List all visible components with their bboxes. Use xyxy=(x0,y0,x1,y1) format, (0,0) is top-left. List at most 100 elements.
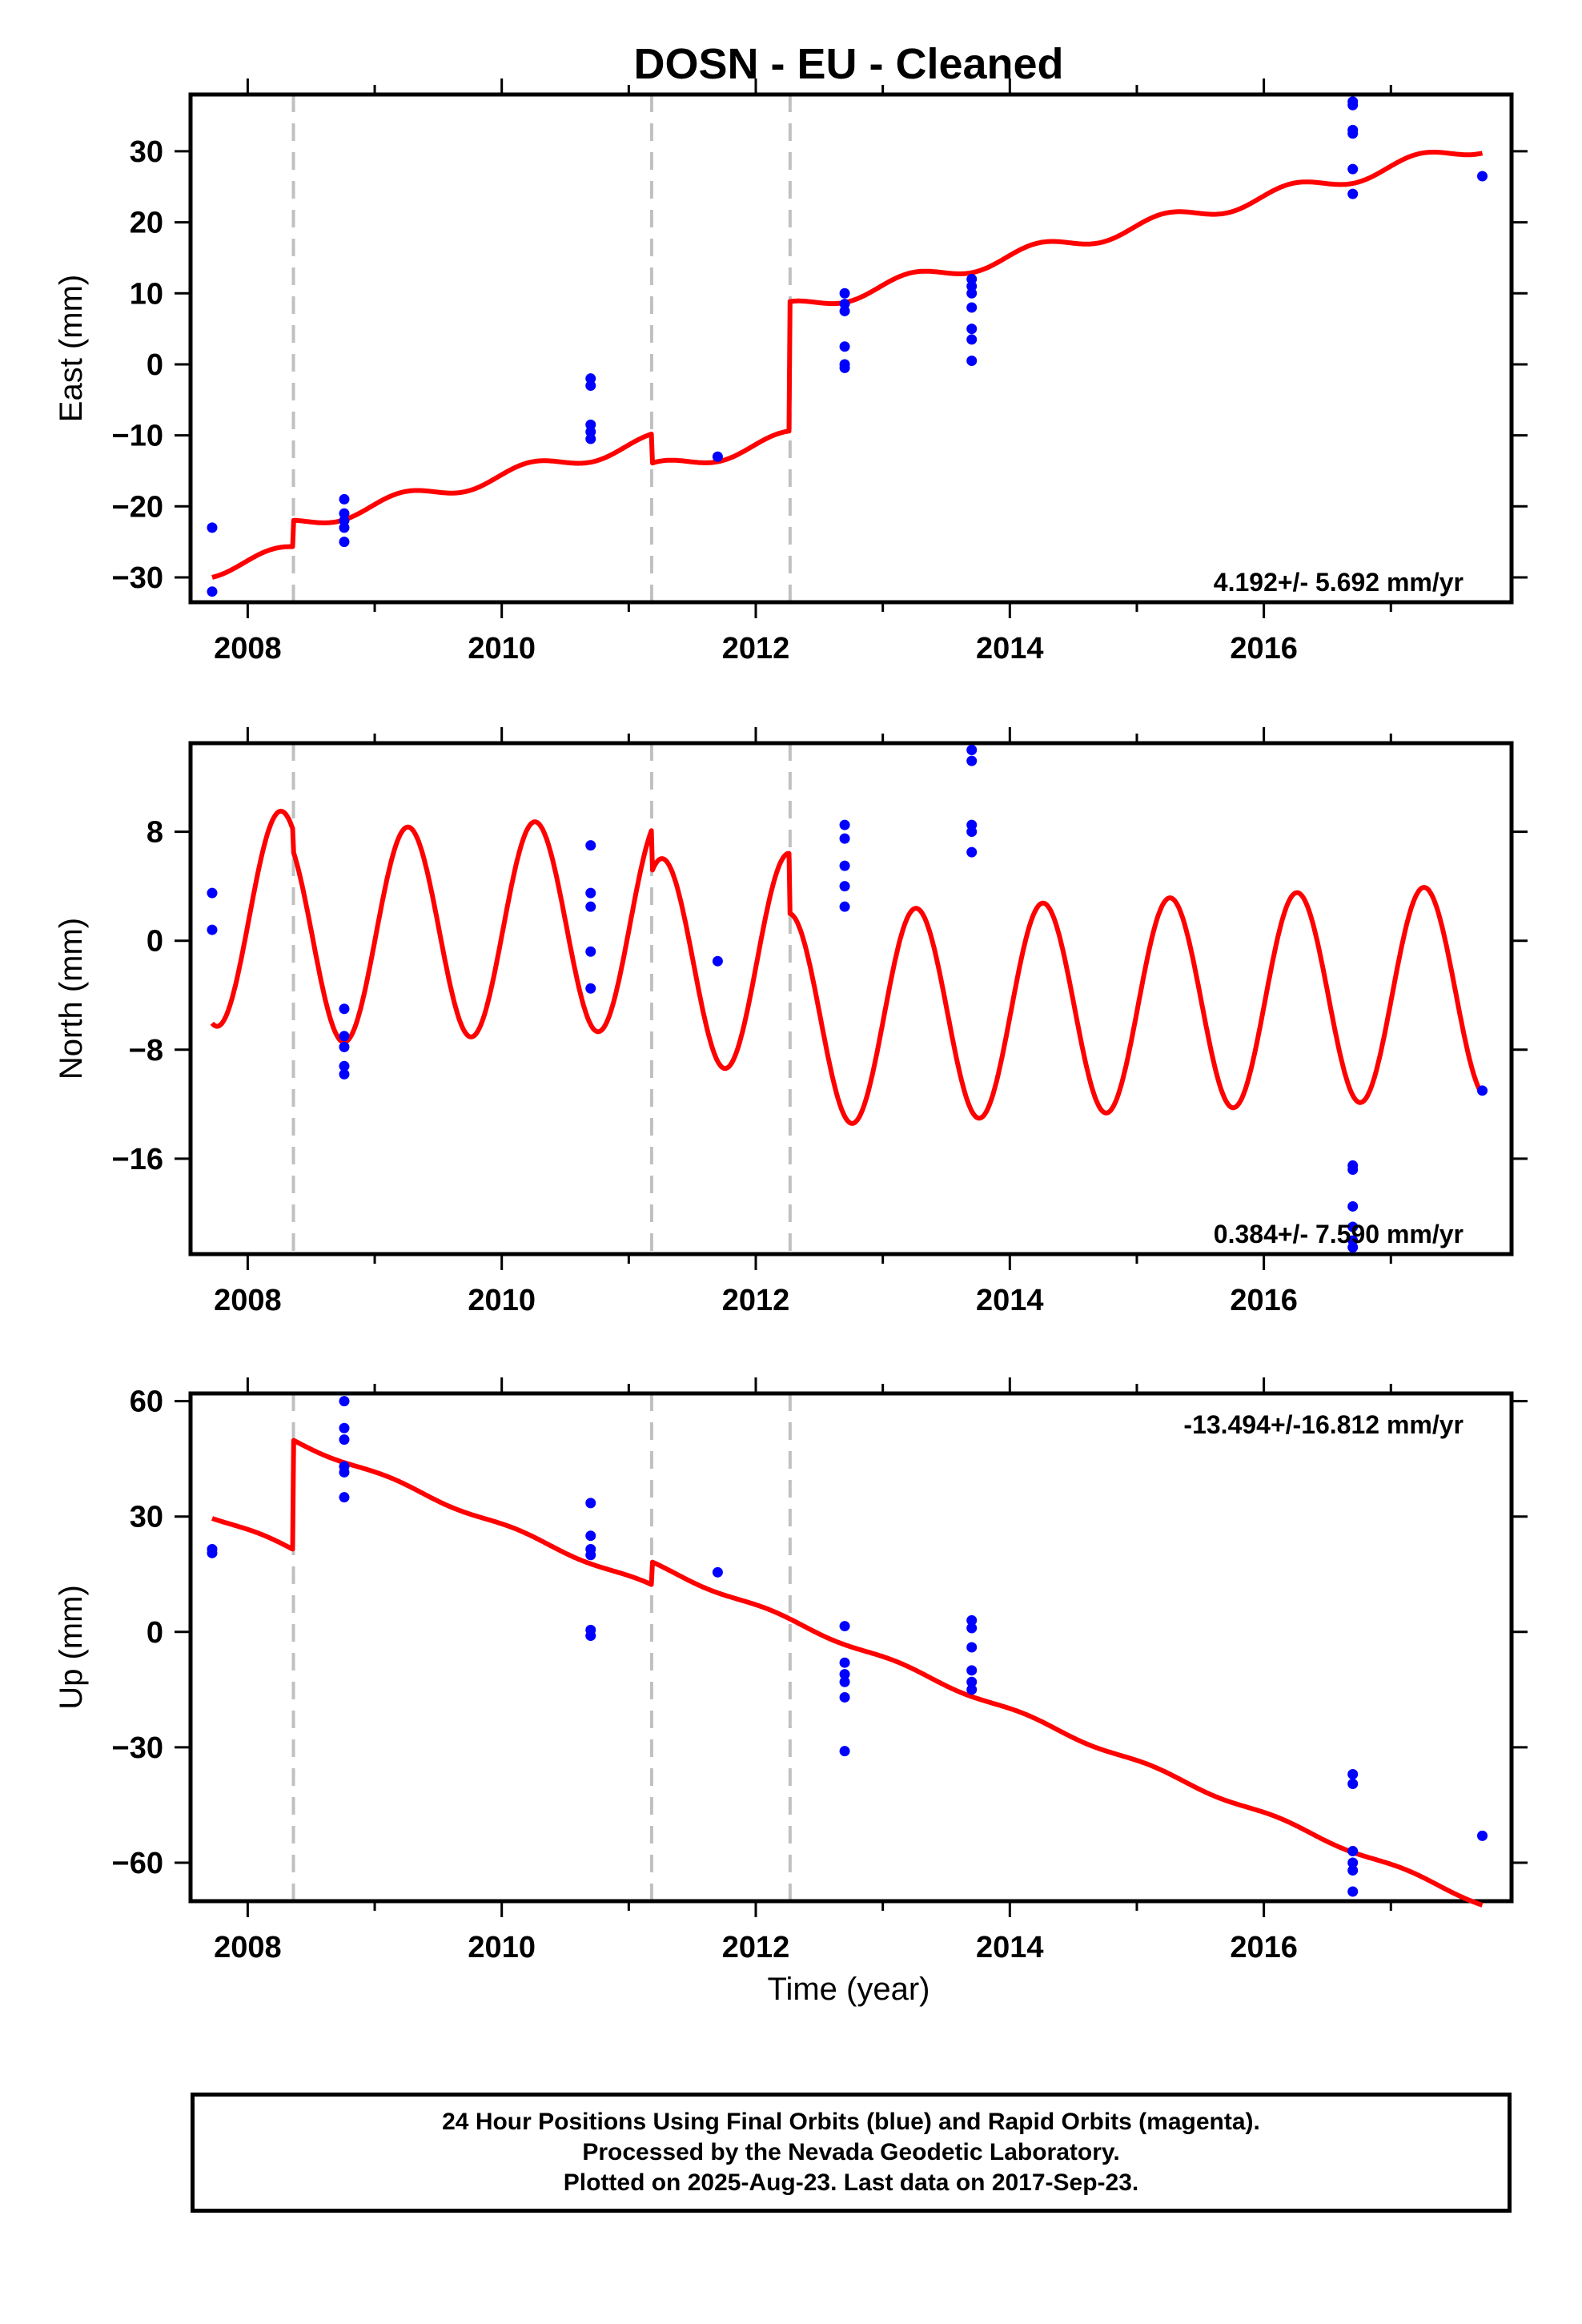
data-point xyxy=(585,901,596,912)
y-tick-label: −10 xyxy=(112,420,163,453)
y-tick-label: 0 xyxy=(147,1616,163,1650)
data-point xyxy=(1347,99,1359,111)
y-axis-label: North (mm) xyxy=(54,918,89,1080)
data-point xyxy=(585,887,596,899)
data-point xyxy=(839,1657,850,1668)
data-point xyxy=(839,362,850,373)
data-point xyxy=(1477,171,1488,182)
y-tick-label: −20 xyxy=(112,490,163,524)
velocity-rate-label: -13.494+/-16.812 mm/yr xyxy=(1183,1410,1464,1439)
data-point xyxy=(966,1684,978,1695)
data-point xyxy=(966,334,978,345)
data-point xyxy=(966,1676,978,1687)
data-point xyxy=(207,522,218,533)
data-point xyxy=(966,302,978,313)
panels-group: 2008 2010 2012 2014 2016 −30 −20 −10 0 10 20 30 East… xyxy=(54,78,1528,1964)
data-point xyxy=(966,324,978,335)
y-tick-label: −30 xyxy=(112,1731,163,1765)
data-point xyxy=(585,1630,596,1642)
data-point xyxy=(207,1547,218,1558)
x-axis-label: Time (year) xyxy=(768,1972,930,2007)
panel-north: 2008 2010 2012 2014 2016 −16 −8 0 8 North (mm) 0.3… xyxy=(54,727,1528,1317)
y-tick-label: −8 xyxy=(129,1034,163,1068)
data-point xyxy=(712,451,723,462)
data-point xyxy=(339,1060,350,1072)
panel-frame xyxy=(188,92,1514,605)
data-point xyxy=(1347,1886,1359,1897)
data-point xyxy=(839,341,850,352)
data-point xyxy=(339,1031,350,1042)
data-point xyxy=(966,287,978,299)
data-point xyxy=(966,1642,978,1653)
footer-line-3: Plotted on 2025-Aug-23. Last data on 201… xyxy=(563,2169,1139,2196)
data-point xyxy=(712,1566,723,1578)
data-point xyxy=(585,1550,596,1561)
y-tick-label: −30 xyxy=(112,561,163,595)
x-tick-label: 2014 xyxy=(976,1284,1044,1317)
data-point xyxy=(839,1676,850,1687)
data-point xyxy=(339,1003,350,1015)
panel-frame xyxy=(188,1391,1514,1904)
x-tick-label: 2016 xyxy=(1230,1284,1298,1317)
data-point xyxy=(585,840,596,851)
x-tick-label: 2012 xyxy=(722,1931,790,1964)
data-point xyxy=(839,901,850,912)
y-tick-label: −16 xyxy=(112,1143,163,1176)
x-tick-label: 2010 xyxy=(468,632,536,665)
x-tick-label: 2016 xyxy=(1230,1931,1298,1964)
data-point xyxy=(1477,1830,1488,1841)
data-point xyxy=(1347,1846,1359,1857)
velocity-rate-label: 0.384+/- 7.590 mm/yr xyxy=(1214,1220,1464,1248)
model-fit-line xyxy=(211,1437,1484,1908)
footer-line-1: 24 Hour Positions Using Final Orbits (bl… xyxy=(442,2109,1260,2135)
y-tick-label: 10 xyxy=(130,277,163,311)
data-point xyxy=(839,1691,850,1703)
data-point xyxy=(839,287,850,299)
data-point xyxy=(1347,188,1359,199)
data-point xyxy=(839,1746,850,1757)
data-point xyxy=(585,1530,596,1542)
y-tick-label: 20 xyxy=(130,207,163,240)
data-point xyxy=(1347,1241,1359,1252)
data-point xyxy=(1347,1779,1359,1790)
velocity-rate-label: 4.192+/- 5.692 mm/yr xyxy=(1214,568,1464,597)
data-point xyxy=(1347,128,1359,139)
x-tick-label: 2010 xyxy=(468,1931,536,1964)
data-point xyxy=(1347,163,1359,175)
data-point xyxy=(585,983,596,994)
y-tick-label: −60 xyxy=(112,1847,163,1880)
data-point xyxy=(339,1422,350,1433)
data-point xyxy=(966,356,978,367)
data-point xyxy=(1477,1085,1488,1096)
data-point xyxy=(339,1466,350,1478)
x-tick-label: 2008 xyxy=(214,1284,282,1317)
footer-line-2: Processed by the Nevada Geodetic Laborat… xyxy=(582,2139,1120,2165)
data-point xyxy=(839,305,850,316)
data-point xyxy=(1347,1164,1359,1176)
data-point xyxy=(839,819,850,830)
x-tick-label: 2014 xyxy=(976,632,1044,665)
y-axis-label: East (mm) xyxy=(54,275,89,422)
data-point xyxy=(966,755,978,766)
data-point xyxy=(1347,1221,1359,1232)
x-tick-label: 2008 xyxy=(214,1931,282,1964)
y-tick-label: 60 xyxy=(130,1385,163,1419)
data-point xyxy=(839,881,850,892)
panel-up: 2008 2010 2012 2014 2016 −60 −30 0 30 60 Up (mm) -1… xyxy=(54,1377,1528,1964)
y-tick-label: 8 xyxy=(147,816,163,850)
data-point xyxy=(339,1068,350,1080)
x-tick-label: 2014 xyxy=(976,1931,1044,1964)
data-point xyxy=(966,1622,978,1634)
data-point xyxy=(207,586,218,597)
y-axis-label: Up (mm) xyxy=(54,1585,89,1710)
data-point xyxy=(839,833,850,844)
data-point xyxy=(339,537,350,548)
y-tick-label: 0 xyxy=(147,348,163,382)
y-tick-label: 0 xyxy=(147,925,163,959)
data-point xyxy=(585,380,596,392)
data-point xyxy=(839,860,850,871)
data-point xyxy=(966,846,978,858)
chart-title: DOSN - EU - Cleaned xyxy=(633,40,1063,88)
x-tick-label: 2012 xyxy=(722,1284,790,1317)
